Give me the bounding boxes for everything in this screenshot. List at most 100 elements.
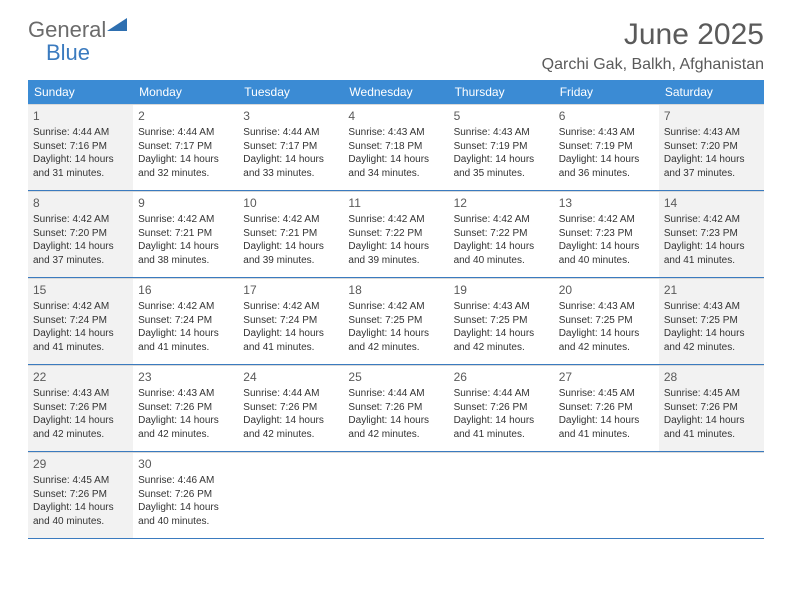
day-number: 29 (33, 456, 128, 472)
sunset-text: Sunset: 7:26 PM (664, 401, 759, 415)
calendar-week-row: 29Sunrise: 4:45 AMSunset: 7:26 PMDayligh… (28, 452, 764, 539)
daylight-text-line2: and 35 minutes. (454, 167, 549, 181)
calendar-cell: 17Sunrise: 4:42 AMSunset: 7:24 PMDayligh… (238, 278, 343, 364)
sunrise-text: Sunrise: 4:42 AM (348, 300, 443, 314)
daylight-text-line1: Daylight: 14 hours (138, 414, 233, 428)
calendar-cell: 5 Sunrise: 4:43 AMSunset: 7:19 PMDaylight… (449, 104, 554, 190)
daylight-text-line2: and 41 minutes. (664, 254, 759, 268)
day-number: 16 (138, 282, 233, 298)
calendar-cell: 2Sunrise: 4:44 AMSunset: 7:17 PMDaylight… (133, 104, 238, 190)
day-number: 26 (454, 369, 549, 385)
location-text: Qarchi Gak, Balkh, Afghanistan (542, 56, 764, 74)
sunset-text: Sunset: 7:18 PM (348, 140, 443, 154)
sunset-text: Sunset: 7:19 PM (559, 140, 654, 154)
day-number: 13 (559, 195, 654, 211)
calendar-cell-empty (238, 452, 343, 538)
sunset-text: Sunset: 7:20 PM (664, 140, 759, 154)
calendar-week-row: 1Sunrise: 4:44 AMSunset: 7:16 PMDaylight… (28, 104, 764, 191)
sunset-text: Sunset: 7:19 PM (454, 140, 549, 154)
day-number: 7 (664, 108, 759, 124)
calendar-cell: 6Sunrise: 4:43 AMSunset: 7:19 PMDaylight… (554, 104, 659, 190)
sunrise-text: Sunrise: 4:43 AM (33, 387, 128, 401)
sunset-text: Sunset: 7:26 PM (454, 401, 549, 415)
daylight-text-line2: and 38 minutes. (138, 254, 233, 268)
calendar-cell: 22Sunrise: 4:43 AMSunset: 7:26 PMDayligh… (28, 365, 133, 451)
sunrise-text: Sunrise: 4:42 AM (33, 300, 128, 314)
sunset-text: Sunset: 7:20 PM (33, 227, 128, 241)
daylight-text-line2: and 41 minutes. (664, 428, 759, 442)
sunrise-text: Sunrise: 4:42 AM (138, 213, 233, 227)
day-number: 19 (454, 282, 549, 298)
daylight-text-line1: Daylight: 14 hours (559, 414, 654, 428)
weekday-header: Friday (554, 80, 659, 104)
day-number: 11 (348, 195, 443, 211)
calendar-cell: 1Sunrise: 4:44 AMSunset: 7:16 PMDaylight… (28, 104, 133, 190)
daylight-text-line2: and 39 minutes. (243, 254, 338, 268)
sunset-text: Sunset: 7:17 PM (243, 140, 338, 154)
day-number: 12 (454, 195, 549, 211)
daylight-text-line1: Daylight: 14 hours (33, 414, 128, 428)
sunrise-text: Sunrise: 4:43 AM (348, 126, 443, 140)
daylight-text-line1: Daylight: 14 hours (243, 327, 338, 341)
daylight-text-line2: and 41 minutes. (243, 341, 338, 355)
daylight-text-line1: Daylight: 14 hours (243, 153, 338, 167)
day-number: 23 (138, 369, 233, 385)
daylight-text-line1: Daylight: 14 hours (454, 153, 549, 167)
daylight-text-line1: Daylight: 14 hours (454, 327, 549, 341)
day-number: 5 (454, 108, 549, 124)
sunset-text: Sunset: 7:25 PM (664, 314, 759, 328)
daylight-text-line1: Daylight: 14 hours (33, 240, 128, 254)
calendar-cell-empty (449, 452, 554, 538)
day-number: 3 (243, 108, 338, 124)
day-number: 17 (243, 282, 338, 298)
sunset-text: Sunset: 7:26 PM (138, 488, 233, 502)
daylight-text-line2: and 42 minutes. (454, 341, 549, 355)
day-number: 24 (243, 369, 338, 385)
sunset-text: Sunset: 7:16 PM (33, 140, 128, 154)
logo-text-gray: General (28, 17, 106, 42)
sunrise-text: Sunrise: 4:42 AM (664, 213, 759, 227)
sunrise-text: Sunrise: 4:43 AM (559, 300, 654, 314)
sunset-text: Sunset: 7:25 PM (454, 314, 549, 328)
daylight-text-line2: and 40 minutes. (559, 254, 654, 268)
calendar-cell: 27Sunrise: 4:45 AMSunset: 7:26 PMDayligh… (554, 365, 659, 451)
day-number: 22 (33, 369, 128, 385)
calendar-body: 1Sunrise: 4:44 AMSunset: 7:16 PMDaylight… (28, 104, 764, 539)
day-number: 21 (664, 282, 759, 298)
sunset-text: Sunset: 7:21 PM (243, 227, 338, 241)
sunrise-text: Sunrise: 4:44 AM (33, 126, 128, 140)
logo-text-blue: Blue (46, 40, 90, 65)
sunrise-text: Sunrise: 4:42 AM (138, 300, 233, 314)
sunrise-text: Sunrise: 4:42 AM (243, 213, 338, 227)
logo: GeneralBlue (28, 18, 127, 64)
sunset-text: Sunset: 7:22 PM (348, 227, 443, 241)
logo-triangle-icon (107, 18, 127, 32)
sunrise-text: Sunrise: 4:43 AM (454, 126, 549, 140)
daylight-text-line1: Daylight: 14 hours (664, 240, 759, 254)
sunrise-text: Sunrise: 4:43 AM (664, 126, 759, 140)
daylight-text-line2: and 40 minutes. (138, 515, 233, 529)
daylight-text-line1: Daylight: 14 hours (664, 327, 759, 341)
calendar-cell: 12Sunrise: 4:42 AMSunset: 7:22 PMDayligh… (449, 191, 554, 277)
sunrise-text: Sunrise: 4:42 AM (454, 213, 549, 227)
daylight-text-line2: and 41 minutes. (138, 341, 233, 355)
sunset-text: Sunset: 7:24 PM (33, 314, 128, 328)
weekday-header: Wednesday (343, 80, 448, 104)
calendar-cell-empty (659, 452, 764, 538)
daylight-text-line2: and 40 minutes. (454, 254, 549, 268)
daylight-text-line2: and 37 minutes. (664, 167, 759, 181)
sunset-text: Sunset: 7:26 PM (138, 401, 233, 415)
sunrise-text: Sunrise: 4:44 AM (348, 387, 443, 401)
sunset-text: Sunset: 7:22 PM (454, 227, 549, 241)
sunset-text: Sunset: 7:26 PM (33, 488, 128, 502)
daylight-text-line2: and 40 minutes. (33, 515, 128, 529)
calendar-cell: 4Sunrise: 4:43 AMSunset: 7:18 PMDaylight… (343, 104, 448, 190)
calendar-cell: 23Sunrise: 4:43 AMSunset: 7:26 PMDayligh… (133, 365, 238, 451)
day-number: 9 (138, 195, 233, 211)
daylight-text-line1: Daylight: 14 hours (138, 327, 233, 341)
header: GeneralBlue June 2025 Qarchi Gak, Balkh,… (28, 18, 764, 74)
calendar-cell: 3Sunrise: 4:44 AMSunset: 7:17 PMDaylight… (238, 104, 343, 190)
daylight-text-line2: and 41 minutes. (559, 428, 654, 442)
sunrise-text: Sunrise: 4:42 AM (243, 300, 338, 314)
day-number: 25 (348, 369, 443, 385)
